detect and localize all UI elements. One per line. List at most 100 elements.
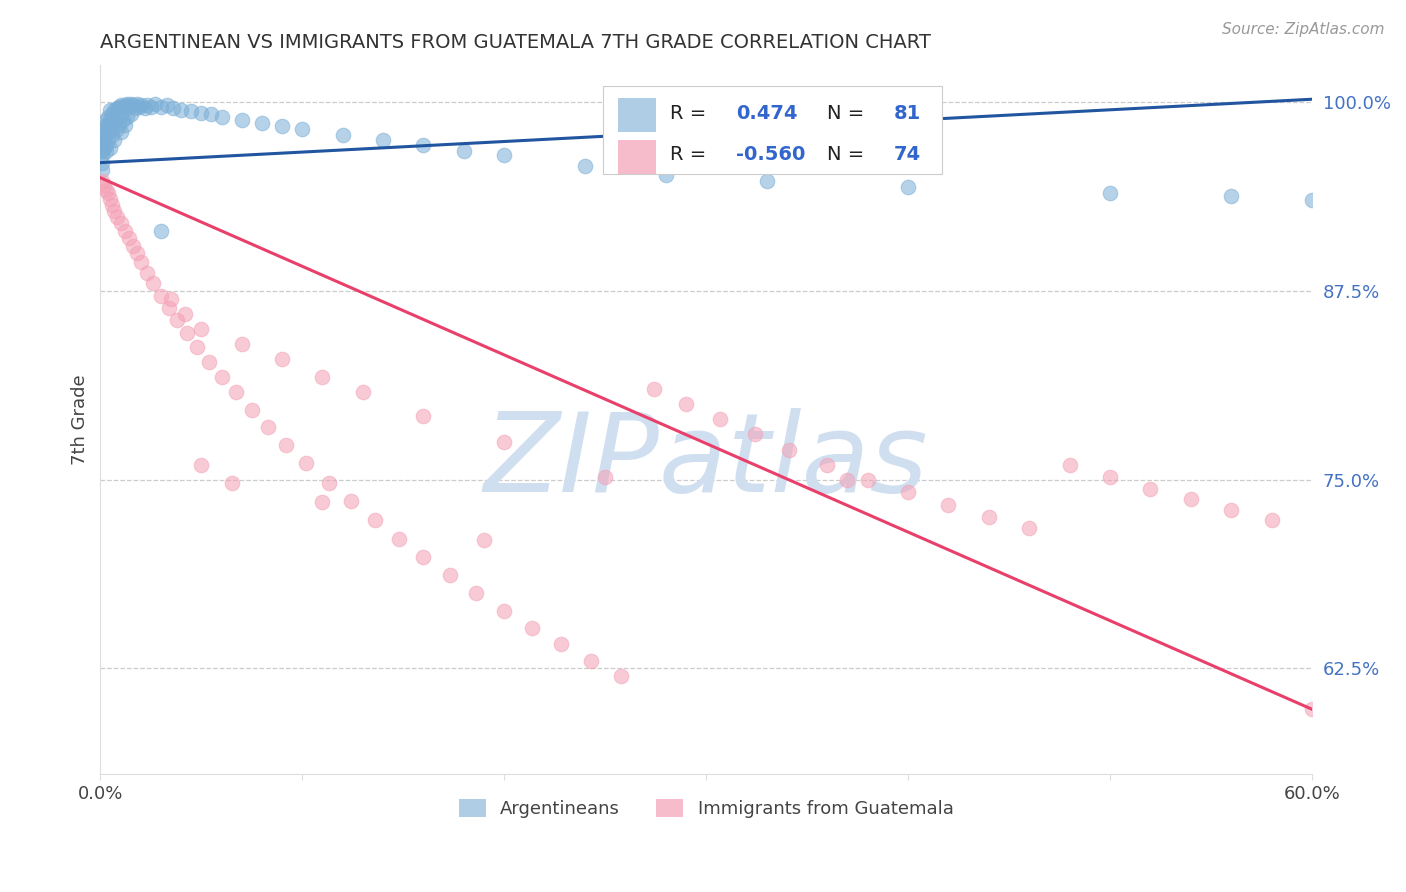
FancyBboxPatch shape [617,140,657,174]
Point [125,96,148,111]
Text: Source: ZipAtlas.com: Source: ZipAtlas.com [1222,22,1385,37]
Point [100,103,122,117]
Point [352,385,374,400]
Point [91,144,114,158]
Point [101,128,124,143]
Point [593,469,616,483]
Point [107,100,129,114]
Point [143,96,166,111]
Text: 0.474: 0.474 [737,103,799,123]
Point [274,438,297,452]
Point [339,493,361,508]
Point [1059,458,1081,472]
Point [675,397,697,411]
Point [93,125,115,139]
Point [93,128,115,143]
Point [186,340,208,354]
Point [97,133,120,147]
Point [240,403,263,417]
Point [111,113,134,128]
Text: N =: N = [827,103,870,123]
Point [96,144,118,158]
Point [134,101,156,115]
Point [101,116,124,130]
Point [135,98,157,112]
Point [610,669,633,683]
Point [291,122,314,136]
Point [107,118,129,132]
Point [149,100,172,114]
Text: ARGENTINEAN VS IMMIGRANTS FROM GUATEMALA 7TH GRADE CORRELATION CHART: ARGENTINEAN VS IMMIGRANTS FROM GUATEMALA… [100,33,931,52]
Point [149,224,172,238]
Point [115,96,138,111]
Point [97,111,120,125]
Point [121,98,143,112]
Point [522,621,544,635]
Point [1260,513,1282,527]
Text: ZIPatlas: ZIPatlas [484,409,928,516]
Point [96,113,118,128]
Point [105,101,128,115]
Point [815,458,838,472]
Point [643,382,665,396]
Point [180,104,202,119]
Point [1098,469,1121,483]
Point [125,246,148,260]
Point [93,122,115,136]
FancyBboxPatch shape [603,86,942,175]
Point [231,336,253,351]
Point [97,118,120,132]
Point [121,238,143,252]
Point [96,128,118,143]
Point [464,586,486,600]
Point [318,475,340,490]
Point [91,140,114,154]
Point [654,168,676,182]
Point [91,137,114,152]
Point [93,133,115,147]
Point [1220,189,1243,203]
Point [1220,503,1243,517]
Point [100,113,122,128]
Point [897,484,920,499]
Point [120,107,142,121]
Point [755,174,778,188]
Point [93,140,115,154]
Point [101,107,124,121]
Point [190,105,212,120]
Point [198,355,221,369]
Point [157,301,180,315]
Point [91,155,114,169]
Point [271,120,294,134]
Point [190,458,212,472]
Point [1018,521,1040,535]
Point [271,351,294,366]
Point [120,96,142,111]
Point [117,231,139,245]
Point [100,122,122,136]
Point [494,148,516,162]
Point [856,473,879,487]
Point [103,204,125,219]
Point [114,118,136,132]
Point [96,118,118,132]
Point [778,442,800,457]
Point [977,510,1000,524]
Point [156,98,179,112]
Point [105,210,128,224]
Point [91,174,114,188]
Point [231,113,253,128]
Point [114,224,136,238]
Point [110,107,132,121]
Point [250,116,273,130]
Point [139,100,162,114]
Point [472,533,495,547]
Text: 81: 81 [894,103,921,123]
Point [124,101,146,115]
Point [412,137,434,152]
Point [938,499,960,513]
Point [190,322,212,336]
Legend: Argentineans, Immigrants from Guatemala: Argentineans, Immigrants from Guatemala [451,791,960,825]
Point [221,475,243,490]
Point [174,307,197,321]
